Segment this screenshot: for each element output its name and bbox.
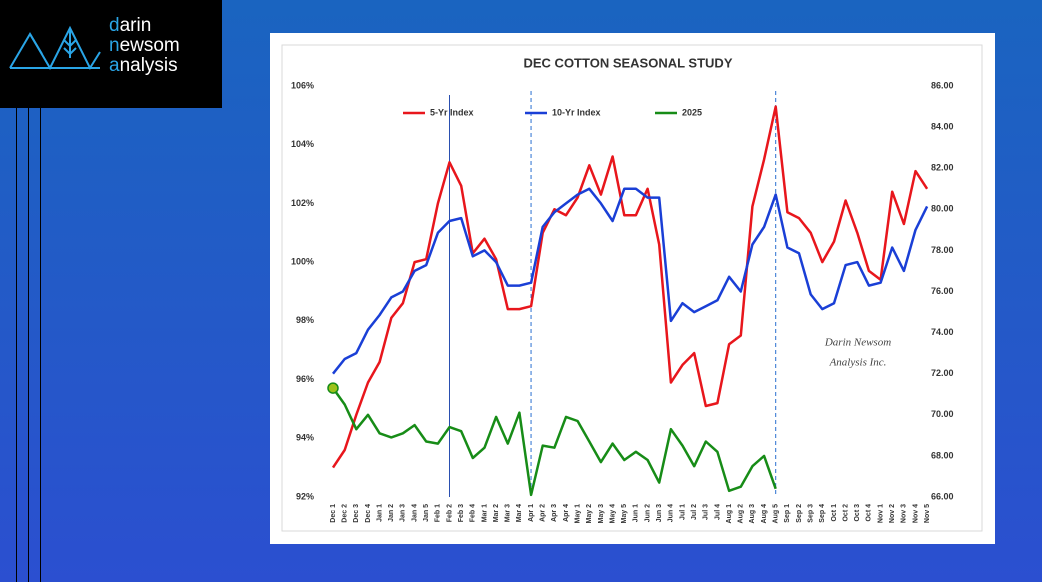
logo-line: newsom [109, 35, 180, 56]
x-tick-label: Nov 2 [889, 504, 896, 523]
x-tick-label: Jul 3 [703, 504, 710, 520]
series-line [332, 187, 929, 375]
x-tick-label: Nov 3 [901, 504, 908, 523]
annotation: Analysis Inc. [829, 357, 887, 369]
start-marker [327, 382, 339, 394]
x-tick-label: May 4 [609, 504, 616, 524]
x-tick-label: Jan 2 [388, 504, 395, 522]
x-tick-label: Apr 2 [540, 504, 547, 522]
x-tick-label: Apr 4 [563, 504, 570, 522]
x-tick-label: Aug 2 [738, 504, 745, 524]
y2-tick-label: 80.00 [931, 204, 954, 214]
x-tick-label: Jun 3 [656, 504, 663, 522]
x-tick-label: Jan 4 [411, 504, 418, 522]
annotation: Darin Newsom [824, 337, 891, 349]
x-tick-label: Oct 2 [842, 504, 849, 522]
x-tick-label: Feb 2 [446, 504, 453, 522]
logo: darin newsom analysis [0, 0, 222, 108]
x-tick-label: Aug 5 [773, 504, 780, 524]
chart-panel: DEC COTTON SEASONAL STUDY 92% 94% 96% 98% 10… [270, 33, 995, 544]
y2-tick-label: 78.00 [931, 245, 954, 255]
x-tick-label: Oct 1 [831, 504, 838, 522]
y-tick-label: 100% [291, 257, 314, 267]
x-tick-label: May 2 [586, 504, 593, 524]
y2-tick-label: 70.00 [931, 409, 954, 419]
y-tick-label: 104% [291, 139, 314, 149]
y2-tick-label: 84.00 [931, 121, 954, 131]
x-tick-label: Sep 3 [807, 504, 814, 523]
x-tick-label: Dec 4 [365, 504, 372, 523]
plot-frame [281, 44, 983, 532]
y-tick-label: 96% [296, 374, 314, 384]
logo-line: darin [109, 15, 152, 36]
x-tick-label: Oct 4 [866, 504, 873, 522]
y-tick-label: 92% [296, 491, 314, 501]
x-tick-label: Jul 2 [691, 504, 698, 520]
y-tick-label: 102% [291, 198, 314, 208]
x-tick-label: Mar 3 [505, 504, 512, 522]
logo-text: darin newsom analysis [109, 16, 180, 76]
x-tick-label: Mar 2 [493, 504, 500, 522]
series-line [331, 387, 777, 497]
legend-label: 10-Yr Index [552, 107, 601, 117]
x-tick-label: Aug 3 [749, 504, 756, 524]
x-tick-label: Jul 1 [679, 504, 686, 520]
x-tick-label: Apr 3 [551, 504, 558, 522]
y2-tick-label: 86.00 [931, 80, 954, 90]
x-tick-label: Jan 3 [400, 504, 407, 522]
x-tick-label: Nov 1 [877, 504, 884, 523]
x-tick-label: Sep 2 [796, 504, 803, 523]
x-tick-label: Feb 4 [470, 504, 477, 522]
x-tick-label: Jun 1 [633, 504, 640, 522]
x-tick-label: Jun 2 [644, 504, 651, 522]
chart: DEC COTTON SEASONAL STUDY 92% 94% 96% 98% 10… [281, 44, 983, 532]
x-tick-label: Aug 4 [761, 504, 768, 524]
logo-line: analysis [109, 55, 178, 76]
x-tick-label: Feb 3 [458, 504, 465, 522]
legend-label: 5-Yr Index [430, 107, 474, 117]
x-tick-label: Dec 3 [353, 504, 360, 523]
x-tick-label: May 3 [598, 504, 605, 524]
y-tick-label: 94% [296, 433, 314, 443]
x-tick-label: Mar 1 [481, 504, 488, 522]
x-tick-label: Oct 3 [854, 504, 861, 522]
decor-line [28, 108, 29, 582]
x-tick-label: Nov 5 [924, 504, 931, 523]
y2-tick-label: 66.00 [931, 491, 954, 501]
y2-tick-label: 82.00 [931, 163, 954, 173]
x-tick-label: Nov 4 [912, 504, 919, 523]
x-tick-label: Aug 1 [726, 504, 733, 524]
x-tick-label: Jul 4 [714, 504, 721, 520]
y2-tick-label: 68.00 [931, 450, 954, 460]
x-tick-label: Dec 2 [341, 504, 348, 523]
decor-line [16, 108, 17, 582]
logo-icon [9, 25, 101, 71]
y2-tick-label: 76.00 [931, 286, 954, 296]
x-tick-label: Jan 5 [423, 504, 430, 522]
legend-label: 2025 [682, 107, 702, 117]
series-line [331, 105, 929, 469]
decor-line [40, 108, 41, 582]
x-tick-label: Dec 1 [330, 504, 337, 523]
x-tick-label: Jan 1 [376, 504, 383, 522]
chart-title: DEC COTTON SEASONAL STUDY [524, 55, 733, 70]
x-tick-label: May 1 [574, 504, 581, 524]
x-tick-label: Apr 1 [528, 504, 535, 522]
x-tick-label: Sep 1 [784, 504, 791, 523]
x-tick-label: Sep 4 [819, 504, 826, 523]
y-tick-label: 106% [291, 80, 314, 90]
x-tick-label: Mar 4 [516, 504, 523, 522]
y2-tick-label: 74.00 [931, 327, 954, 337]
y2-tick-label: 72.00 [931, 368, 954, 378]
x-tick-label: Feb 1 [435, 504, 442, 522]
x-tick-label: Jun 4 [668, 504, 675, 522]
y-tick-label: 98% [296, 315, 314, 325]
x-tick-label: May 5 [621, 504, 628, 524]
